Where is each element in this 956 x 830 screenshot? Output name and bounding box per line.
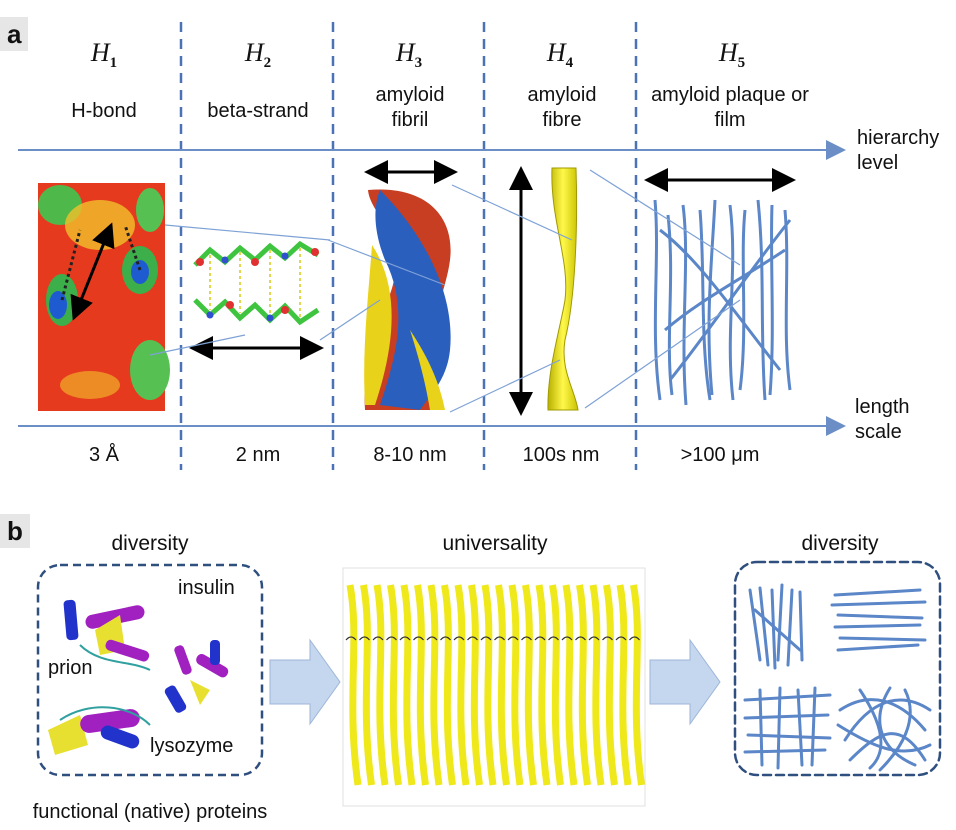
fibril-backbone-link [629, 636, 640, 641]
fibril-backbone-link [575, 636, 586, 641]
level-h5-name: amyloid plaque or film [651, 84, 809, 131]
fibril-backbone-link [386, 636, 397, 641]
transition-arrow-1 [269, 638, 341, 726]
fibril-sheet [522, 584, 537, 786]
column-separators [179, 22, 638, 470]
fibril-sheet [427, 584, 443, 786]
fibril-backbone-link [453, 636, 465, 641]
fibril-sheet [441, 584, 456, 786]
fibril-backbone-link [494, 636, 505, 641]
fibril-sheet [535, 584, 551, 786]
scale-h3: 8-10 nm [373, 444, 447, 466]
fibril-sheet [589, 584, 605, 786]
protein-label-lysozyme: lysozyme [148, 735, 236, 758]
fibril-sheet [508, 584, 524, 786]
fibril-sheet [468, 584, 483, 786]
length-axis-label: length scale [855, 396, 910, 443]
level-h3-name: amyloid fibril [375, 84, 445, 131]
panel-b-label: b [0, 514, 30, 548]
fibril-sheet [414, 584, 429, 786]
right-section-title: diversity [801, 532, 879, 555]
native-proteins-box [36, 563, 264, 777]
fibril-backbone-link [615, 636, 627, 641]
fibril-backbone-link [426, 636, 438, 641]
hbond-density-map [38, 183, 170, 411]
amyloid-fibre-model [509, 166, 579, 416]
fibril-backbone-link [548, 636, 559, 641]
fibril-backbone-link [345, 636, 357, 641]
scale-h4: 100s nm [522, 444, 600, 466]
morphology-horizontal [830, 588, 927, 652]
fibril-sheet [549, 584, 564, 786]
morphology-random [836, 686, 932, 772]
level-h1-name: H-bond [71, 100, 137, 122]
protein-label-prion: prion [46, 657, 95, 680]
morphology-mesh [743, 686, 832, 770]
lysozyme-structure [48, 706, 151, 755]
fibril-sheet [481, 584, 497, 786]
fibril-backbone-link [372, 636, 384, 641]
prion-structure [63, 599, 151, 671]
amyloid-plaque-model [644, 168, 796, 406]
fibril-sheet [454, 584, 470, 786]
scale-h1: 3 Å [88, 444, 120, 466]
fibril-sheet [346, 584, 362, 786]
native-proteins-caption: functional (native) proteins [32, 801, 268, 823]
fibril-backbone-link [359, 636, 370, 641]
fibril-sheet [630, 584, 645, 786]
fibril-sheet [576, 584, 591, 786]
morphology-aligned [748, 583, 804, 670]
amyloid-fibril-model [364, 160, 458, 410]
level-h3-symbol: H3 [395, 38, 423, 72]
level-h2-name: beta-strand [207, 100, 309, 122]
fibril-sheet [373, 584, 389, 786]
fibril-backbone-link [467, 636, 478, 641]
fibril-backbone-link [534, 636, 546, 641]
fibril-backbone-link [507, 636, 519, 641]
fibril-backbone-link [588, 636, 600, 641]
universal-fibril-model [342, 567, 646, 807]
fibril-backbone-link [480, 636, 492, 641]
transition-arrow-2 [649, 638, 721, 726]
panel-a-label: a [0, 17, 29, 51]
fibril-backbone-link [413, 636, 424, 641]
fibril-sheet [562, 584, 578, 786]
level-h1-symbol: H1 [90, 38, 118, 72]
level-h2-symbol: H2 [244, 38, 272, 72]
protein-label-insulin: insulin [176, 577, 237, 600]
level-h5-symbol: H5 [718, 38, 746, 72]
fibril-sheet [616, 584, 632, 786]
insulin-structure [164, 640, 229, 713]
fibril-sheet [400, 584, 416, 786]
hierarchy-axis-label: hierarchy level [857, 127, 940, 174]
scale-h5: >100 μm [680, 444, 760, 466]
fibril-backbone-link [399, 636, 411, 641]
fibril-sheet [387, 584, 402, 786]
plaque-morphologies-box [733, 560, 942, 777]
fibril-sheet [603, 584, 618, 786]
fibril-sheet [360, 584, 375, 786]
fibril-backbone-link [521, 636, 532, 641]
fibril-backbone-link [440, 636, 451, 641]
left-section-title: diversity [111, 532, 189, 555]
level-h4-name: amyloid fibre [527, 84, 597, 131]
beta-strand-model [188, 228, 328, 360]
fibril-backbone-link [602, 636, 613, 641]
fibril-backbone-link [561, 636, 573, 641]
middle-section-title: universality [442, 532, 548, 555]
fibril-sheet [495, 584, 510, 786]
scale-h2: 2 nm [235, 444, 281, 466]
connector-lines [149, 169, 741, 413]
level-h4-symbol: H4 [546, 38, 574, 72]
